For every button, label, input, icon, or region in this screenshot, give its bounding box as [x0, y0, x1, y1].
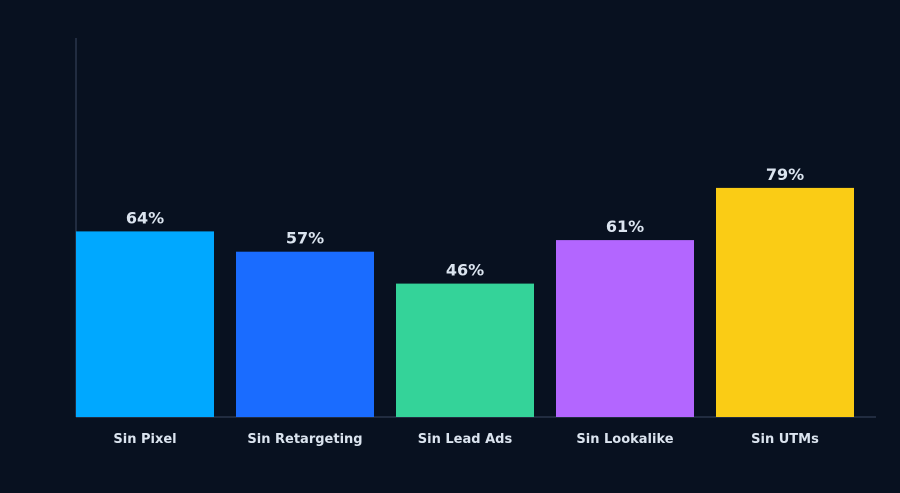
x-tick-label-sin-lookalike: Sin Lookalike — [576, 432, 673, 447]
x-tick-labels-group: Sin Pixel Sin Retargeting Sin Lead Ads Sin … — [113, 432, 819, 447]
x-tick-label-sin-utms: Sin UTMs — [751, 432, 819, 447]
value-label-sin-pixel: 64% — [126, 208, 164, 227]
x-tick-label-sin-lead-ads: Sin Lead Ads — [418, 432, 513, 447]
bar-sin-pixel — [76, 231, 214, 417]
value-labels-group: 64% 57% 46% 61% 79% — [126, 165, 804, 280]
value-label-sin-utms: 79% — [766, 165, 804, 184]
value-label-sin-retargeting: 57% — [286, 229, 324, 248]
bar-sin-utms — [716, 187, 854, 417]
x-tick-label-sin-pixel: Sin Pixel — [113, 432, 176, 447]
value-label-sin-lookalike: 61% — [606, 217, 644, 236]
x-tick-label-sin-retargeting: Sin Retargeting — [247, 432, 362, 447]
value-label-sin-lead-ads: 46% — [446, 261, 484, 280]
bar-sin-retargeting — [236, 251, 374, 417]
bars-group — [76, 187, 854, 417]
bar-sin-lead-ads — [396, 283, 534, 417]
bar-sin-lookalike — [556, 240, 694, 417]
